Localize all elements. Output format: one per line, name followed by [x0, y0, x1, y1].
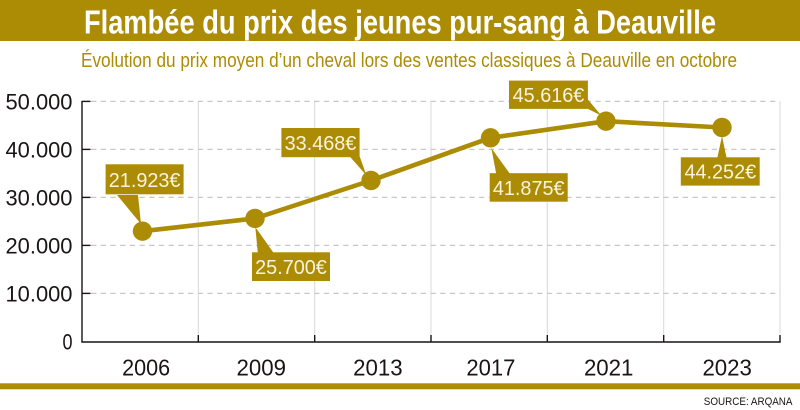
- svg-text:21.923€: 21.923€: [109, 170, 181, 192]
- svg-text:44.252€: 44.252€: [684, 162, 756, 184]
- svg-text:2021: 2021: [584, 354, 634, 380]
- svg-text:20.000: 20.000: [6, 233, 73, 258]
- svg-text:0: 0: [63, 329, 73, 354]
- svg-text:2013: 2013: [353, 354, 403, 380]
- svg-text:40.000: 40.000: [6, 137, 73, 162]
- svg-text:2017: 2017: [466, 354, 515, 380]
- svg-text:Évolution du prix moyen d’un c: Évolution du prix moyen d’un cheval lors…: [81, 49, 737, 72]
- svg-text:Flambée du prix des jeunes pur: Flambée du prix des jeunes pur-sang à De…: [84, 4, 716, 41]
- svg-text:50.000: 50.000: [6, 89, 73, 114]
- svg-text:2009: 2009: [237, 354, 287, 380]
- svg-text:45.616€: 45.616€: [513, 85, 585, 107]
- svg-text:SOURCE: ARQANA: SOURCE: ARQANA: [704, 396, 794, 408]
- svg-text:25.700€: 25.700€: [255, 257, 327, 279]
- svg-text:30.000: 30.000: [6, 185, 73, 210]
- svg-text:33.468€: 33.468€: [285, 133, 357, 155]
- svg-text:2006: 2006: [122, 354, 170, 380]
- svg-text:41.875€: 41.875€: [493, 178, 565, 200]
- svg-text:2023: 2023: [702, 354, 752, 380]
- svg-text:10.000: 10.000: [6, 281, 73, 306]
